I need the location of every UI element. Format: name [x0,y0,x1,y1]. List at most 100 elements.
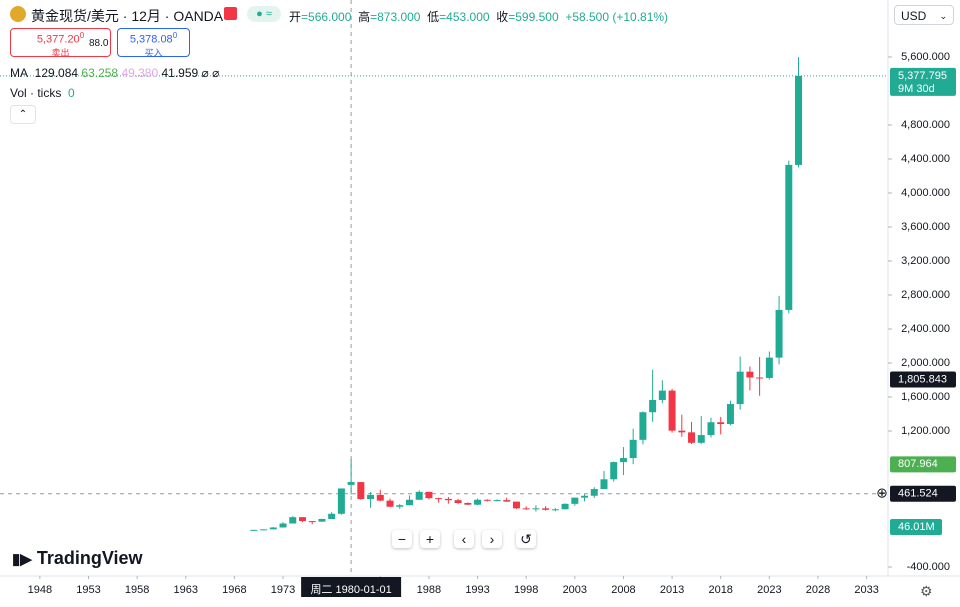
price-label: 1,805.843 [898,373,947,385]
x-tick-label: 1963 [174,584,198,596]
candle-body [571,497,579,504]
currency-select[interactable]: USD ⌄ [894,5,954,25]
buy-sup: 0 [172,31,178,40]
x-tick-label: 1948 [28,584,52,596]
candle-body [357,482,365,500]
y-tick-label: 2,000.000 [901,357,950,369]
currency: USD [901,9,927,23]
zoom-in[interactable]: + [420,530,440,548]
candle-body [697,435,705,443]
candle-body [269,527,277,530]
ohlc-value: =873.000 [370,10,421,24]
x-tick-label: 1958 [125,584,149,596]
ma-legend[interactable]: MA 129.084 63.258 49.380 41.959 ⌀ ⌀ [10,66,219,80]
candle-body [765,357,773,378]
candle-body [746,371,754,378]
ma-value: 49.380 [121,66,159,80]
ma-label: MA [10,66,28,80]
candle-body [386,500,394,507]
x-tick-label: 2018 [708,584,732,596]
candle-body [522,508,530,510]
ma-extra: ⌀ ⌀ [201,66,220,80]
candle-body [260,529,268,531]
crosshair-y-bg [890,485,956,502]
status-pill[interactable]: ● ≈ [247,6,281,22]
candle-body [376,494,384,501]
candle-body [717,422,725,425]
candle-body [532,508,540,510]
ohlc-value: =599.500 [508,10,559,24]
sell-label: 卖出 [51,47,70,58]
candle-body [658,390,666,400]
price-label: 5,377.795 [898,70,947,82]
candle-body [367,494,375,500]
x-tick-label: 2008 [611,584,635,596]
ohlc-value: =566.000 [301,10,352,24]
collapse-button[interactable]: ⌃ [10,105,36,124]
sell-sup: 0 [79,31,85,40]
y-tick-label: 1,600.000 [901,391,950,403]
buy-button[interactable]: 5,378.080 买入 [117,28,190,58]
settings-icon[interactable]: ⚙ [920,583,933,599]
candle-body [493,500,501,502]
candle-body [454,500,462,503]
ohlc-label: 低 [427,10,440,24]
candle-body [775,309,783,358]
candle-body [600,479,608,490]
price-label-bg [890,456,956,473]
price-label-bg [890,67,956,96]
change: +58.500 (+10.81%) [565,10,669,24]
vol-legend[interactable]: Vol · ticks 0 [10,86,75,100]
ma-value: 63.258 [81,66,119,80]
candle-body [649,399,657,413]
x-tick-label: 2023 [757,584,781,596]
candle-body [396,505,404,507]
candle-body [542,508,550,510]
candle-body [785,164,793,310]
spread: 88.0 [89,38,109,49]
x-tick-label: 1988 [417,584,441,596]
symbol-title[interactable]: 黄金现货/美元 · 12月 · OANDA [31,8,224,24]
candle-body [318,518,326,522]
candle-body [464,502,472,505]
candle-body [298,517,306,522]
candle-body [795,75,803,165]
candle-body [639,412,647,440]
candle-body [610,462,618,480]
y-tick-label: 1,200.000 [901,425,950,437]
y-tick-label: 3,200.000 [901,255,950,267]
reset[interactable]: ↺ [516,530,536,548]
price-label-sub: 9M 30d [898,83,935,95]
candle-body [435,498,443,500]
candle-body [756,377,764,379]
ohlc-value: =453.000 [439,10,490,24]
y-tick-label: 2,400.000 [901,323,950,335]
candle-body [668,390,676,431]
zoom-out[interactable]: − [392,530,412,548]
scroll-left[interactable]: ‹ [454,530,474,548]
x-tick-label: 2013 [660,584,684,596]
price-label: 807.964 [898,458,938,470]
x-tick-label: 1998 [514,584,538,596]
scroll-right[interactable]: › [482,530,502,548]
ohlc-label: 高 [358,10,371,24]
y-tick-label: 5,600.000 [901,51,950,63]
symbol-icon [10,6,26,22]
candle-body [444,498,452,501]
y-tick-label: 4,000.000 [901,187,950,199]
x-tick-label: 1968 [222,584,246,596]
candle-body [328,513,336,519]
x-tick-label: 1993 [465,584,489,596]
x-tick-label: 1973 [271,584,295,596]
candle-body [707,422,715,436]
sell-button[interactable]: 5,377.200 卖出 [10,28,111,58]
candle-body [512,501,520,509]
flag-icon[interactable] [224,7,237,20]
crosshair-x-label: 周二 1980-01-01 [310,583,391,596]
candle-body [726,404,734,425]
candle-body [629,439,637,459]
candle-body [425,491,433,499]
candle-body [688,432,696,443]
